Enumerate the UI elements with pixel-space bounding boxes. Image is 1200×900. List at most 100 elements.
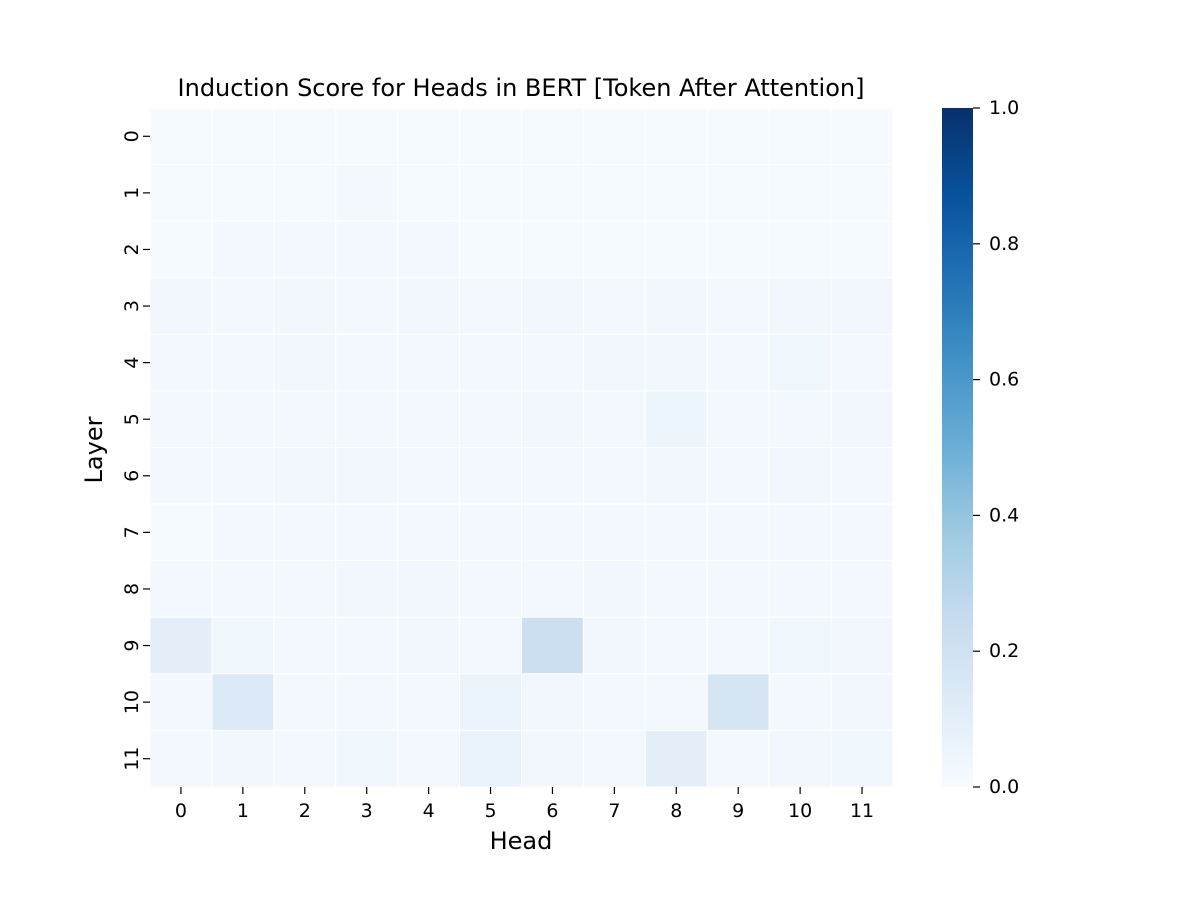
x-tick-label: 9 [732, 800, 744, 822]
heatmap-cell-4-2 [273, 333, 337, 392]
heatmap-cell-1-3 [335, 164, 399, 222]
heatmap-cell-9-6 [521, 616, 584, 675]
heatmap-cell-6-6 [521, 447, 584, 505]
heatmap-cell-10-11 [830, 673, 894, 731]
heatmap-cell-7-6 [521, 503, 584, 562]
colorbar-tick-label: 0.2 [989, 640, 1019, 662]
heatmap-cell-7-0 [149, 503, 213, 562]
heatmap-cell-1-0 [149, 164, 213, 222]
heatmap-cell-3-6 [521, 277, 584, 335]
x-tick-label: 3 [361, 800, 373, 822]
heatmap-cell-5-8 [644, 390, 708, 448]
heatmap-cell-6-4 [397, 447, 461, 505]
x-tick-label: 5 [484, 800, 496, 822]
heatmap-cell-3-9 [706, 277, 770, 335]
heatmap-cell-11-0 [149, 729, 213, 788]
heatmap-cell-9-3 [335, 616, 399, 675]
y-tick-label: 11 [121, 747, 143, 771]
heatmap-cell-8-8 [644, 560, 708, 618]
heatmap-cell-3-2 [273, 277, 337, 335]
y-tick-label: 5 [121, 413, 143, 425]
heatmap-cell-8-2 [273, 560, 337, 618]
heatmap-cell-10-8 [644, 673, 708, 731]
heatmap-cell-3-4 [397, 277, 461, 335]
heatmap-cell-10-1 [211, 673, 275, 731]
y-tick-label: 10 [121, 690, 143, 714]
heatmap-cell-11-4 [397, 729, 461, 788]
heatmap-cell-7-1 [211, 503, 275, 562]
heatmap-cell-5-9 [706, 390, 770, 448]
heatmap-cell-3-8 [644, 277, 708, 335]
heatmap-cell-7-8 [644, 503, 708, 562]
heatmap-cell-4-5 [459, 333, 523, 392]
x-axis-label: Head [490, 827, 553, 855]
heatmap-cell-3-11 [830, 277, 894, 335]
heatmap-cell-10-6 [521, 673, 584, 731]
heatmap-cell-4-11 [830, 333, 894, 392]
heatmap-cell-6-1 [211, 447, 275, 505]
heatmap-cell-10-0 [149, 673, 213, 731]
heatmap-cell-8-4 [397, 560, 461, 618]
heatmap-cell-6-3 [335, 447, 399, 505]
heatmap-cell-4-8 [644, 333, 708, 392]
heatmap-cell-5-7 [582, 390, 646, 448]
colorbar-ticks: 0.0 0.2 0.4 0.6 0.8 1.0 [973, 97, 1019, 798]
heatmap-cell-6-10 [768, 447, 832, 505]
heatmap-cell-0-2 [273, 107, 337, 166]
heatmap-cell-9-9 [706, 616, 770, 675]
heatmap-cell-9-10 [768, 616, 832, 675]
heatmap-cell-4-10 [768, 333, 832, 392]
heatmap-cell-2-7 [582, 220, 646, 279]
heatmap-cell-5-5 [459, 390, 523, 448]
x-tick-label: 11 [850, 800, 874, 822]
heatmap-cell-2-0 [149, 220, 213, 279]
heatmap-cell-5-0 [149, 390, 213, 448]
heatmap-cell-9-4 [397, 616, 461, 675]
heatmap-cell-11-5 [459, 729, 523, 788]
heatmap-cell-10-9 [706, 673, 770, 731]
heatmap-cell-8-0 [149, 560, 213, 618]
y-tick-label: 4 [121, 357, 143, 369]
heatmap-cell-3-3 [335, 277, 399, 335]
y-tick-label: 6 [121, 470, 143, 482]
heatmap-cell-7-4 [397, 503, 461, 562]
colorbar-tick-label: 1.0 [989, 97, 1019, 119]
heatmap-cell-7-5 [459, 503, 523, 562]
x-tick-label: 7 [608, 800, 620, 822]
heatmap-cell-6-8 [644, 447, 708, 505]
heatmap-cell-2-8 [644, 220, 708, 279]
heatmap-cell-9-8 [644, 616, 708, 675]
heatmap-cell-8-1 [211, 560, 275, 618]
heatmap-cell-9-11 [830, 616, 894, 675]
heatmap-cell-0-1 [211, 107, 275, 166]
heatmap-cell-3-7 [582, 277, 646, 335]
heatmap-cell-6-11 [830, 447, 894, 505]
heatmap-cell-5-10 [768, 390, 832, 448]
heatmap-cell-3-5 [459, 277, 523, 335]
colorbar-tick-label: 0.8 [989, 233, 1019, 255]
x-tick-label: 4 [423, 800, 435, 822]
heatmap-cell-1-2 [273, 164, 337, 222]
y-tick-label: 3 [121, 300, 143, 312]
heatmap-cell-4-4 [397, 333, 461, 392]
heatmap-cell-2-10 [768, 220, 832, 279]
heatmap-cell-1-7 [582, 164, 646, 222]
heatmap-cell-2-6 [521, 220, 584, 279]
heatmap-cell-5-6 [521, 390, 584, 448]
heatmap-cell-9-2 [273, 616, 337, 675]
heatmap-cell-7-9 [706, 503, 770, 562]
heatmap-cell-2-9 [706, 220, 770, 279]
heatmap-cells [149, 107, 894, 788]
heatmap-cell-0-7 [582, 107, 646, 166]
heatmap-cell-11-11 [830, 729, 894, 788]
heatmap-cell-7-11 [830, 503, 894, 562]
y-tick-label: 1 [121, 187, 143, 199]
heatmap-cell-8-7 [582, 560, 646, 618]
colorbar-tick-label: 0.6 [989, 369, 1019, 391]
heatmap-cell-4-9 [706, 333, 770, 392]
heatmap-cell-7-10 [768, 503, 832, 562]
y-tick-label: 7 [121, 526, 143, 538]
heatmap-cell-5-4 [397, 390, 461, 448]
heatmap-cell-11-10 [768, 729, 832, 788]
